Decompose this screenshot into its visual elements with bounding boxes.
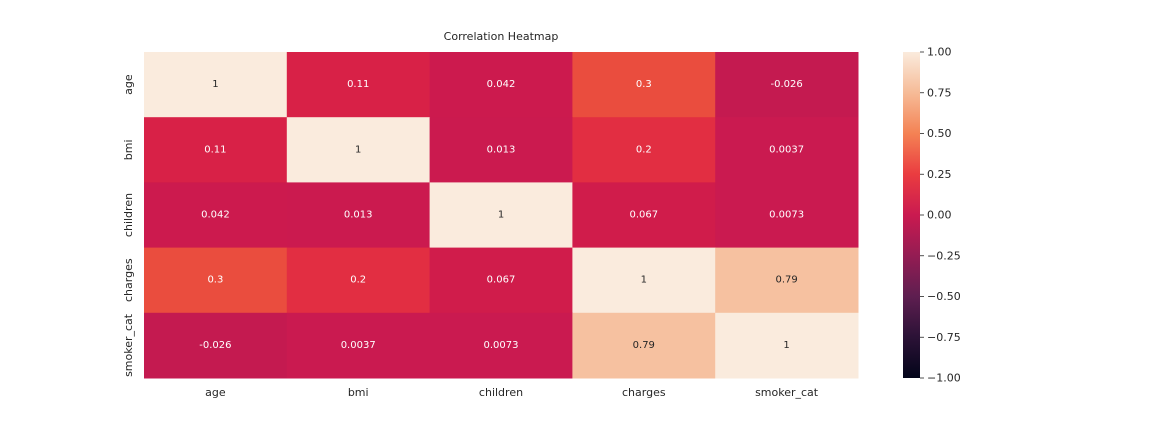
cell-value-label: 0.042 [201, 210, 230, 221]
colorbar-tick-label: −1.00 [927, 372, 961, 385]
heatmap-cell-smoker_cat-smoker_cat [715, 312, 859, 379]
heatmap-cells [144, 52, 859, 379]
heatmap-cell-smoker_cat-age [144, 312, 288, 379]
cell-value-label: 1 [783, 340, 789, 351]
heatmap-cell-bmi-age [144, 117, 288, 183]
cell-value-label: 0.0073 [769, 210, 804, 221]
y-tick-label: smoker_cat [122, 313, 135, 377]
heatmap-cell-bmi-charges [572, 117, 716, 183]
heatmap-cell-children-age [144, 182, 288, 249]
heatmap-cell-charges-children [429, 247, 573, 314]
heatmap-cell-smoker_cat-bmi [286, 312, 431, 379]
heatmap-cell-age-children [429, 52, 573, 118]
heatmap-cell-bmi-children [429, 117, 573, 183]
cell-value-label: 0.11 [347, 79, 369, 90]
heatmap-cell-charges-age [144, 247, 288, 314]
x-tick-labels: age bmi children charges smoker_cat [205, 386, 819, 399]
heatmap-cell-age-age [144, 52, 288, 118]
cell-value-label: 0.013 [487, 144, 516, 155]
cell-value-label: 1 [498, 210, 504, 221]
colorbar-tick-label: −0.50 [927, 290, 961, 303]
heatmap-cell-charges-bmi [286, 247, 431, 314]
cell-value-label: 0.042 [487, 79, 516, 90]
heatmap-cell-age-smoker_cat [715, 52, 859, 118]
cell-value-label: 0.11 [204, 144, 226, 155]
heatmap-cell-labels: 1 0.11 0.042 0.3 -0.026 0.11 1 0.013 0.2 0.0037 0.… [199, 79, 804, 351]
y-tick-label: charges [122, 258, 135, 302]
y-tick-label: bmi [122, 139, 135, 160]
colorbar-gradient [903, 52, 920, 378]
y-tick-label: age [122, 74, 135, 95]
colorbar-tick-label: −0.25 [927, 249, 961, 262]
colorbar-tick-labels: 1.00 0.75 0.50 0.25 0.00 −0.25 −0.50 −0.75 −1.00 [920, 46, 961, 385]
heatmap-cell-charges-smoker_cat [715, 247, 859, 314]
heatmap-cell-children-smoker_cat [715, 182, 859, 249]
cell-value-label: -0.026 [199, 340, 231, 351]
cell-value-label: 1 [641, 275, 647, 286]
heatmap-cell-smoker_cat-charges [572, 312, 716, 379]
cell-value-label: 1 [212, 79, 218, 90]
cell-value-label: 0.79 [775, 275, 797, 286]
heatmap-cell-children-children [429, 182, 573, 249]
cell-value-label: 0.0073 [484, 340, 519, 351]
cell-value-label: 0.0037 [341, 340, 376, 351]
cell-value-label: 0.79 [633, 340, 655, 351]
colorbar-tick-label: 1.00 [927, 46, 952, 59]
heatmap-cell-age-charges [572, 52, 716, 118]
x-tick-label: bmi [348, 386, 369, 399]
cell-value-label: 0.2 [350, 275, 366, 286]
cell-value-label: 0.0037 [769, 144, 804, 155]
heatmap-cell-charges-charges [572, 247, 716, 314]
heatmap-cell-age-bmi [286, 52, 431, 118]
cell-value-label: 0.2 [636, 144, 652, 155]
y-tick-label: children [122, 193, 135, 237]
colorbar-tick-label: 0.50 [927, 127, 952, 140]
colorbar-tick-label: −0.75 [927, 331, 961, 344]
x-tick-label: smoker_cat [755, 386, 819, 399]
cell-value-label: 0.067 [487, 275, 516, 286]
y-tick-labels: age bmi children charges smoker_cat [122, 74, 135, 377]
heatmap-cell-bmi-bmi [286, 117, 431, 183]
cell-value-label: 0.3 [207, 275, 223, 286]
colorbar [903, 52, 920, 378]
heatmap-cell-bmi-smoker_cat [715, 117, 859, 183]
heatmap-cell-smoker_cat-children [429, 312, 573, 379]
colorbar-tick-label: 0.75 [927, 86, 952, 99]
x-tick-label: age [205, 386, 226, 399]
colorbar-tick-label: 0.25 [927, 168, 952, 181]
heatmap-cell-children-charges [572, 182, 716, 249]
x-tick-label: charges [622, 386, 666, 399]
chart-title: Correlation Heatmap [444, 30, 559, 43]
cell-value-label: 0.013 [344, 210, 373, 221]
cell-value-label: 1 [355, 144, 361, 155]
cell-value-label: 0.3 [636, 79, 652, 90]
colorbar-tick-label: 0.00 [927, 209, 952, 222]
cell-value-label: 0.067 [629, 210, 658, 221]
heatmap-cell-children-bmi [286, 182, 431, 249]
cell-value-label: -0.026 [770, 79, 802, 90]
x-tick-label: children [479, 386, 523, 399]
